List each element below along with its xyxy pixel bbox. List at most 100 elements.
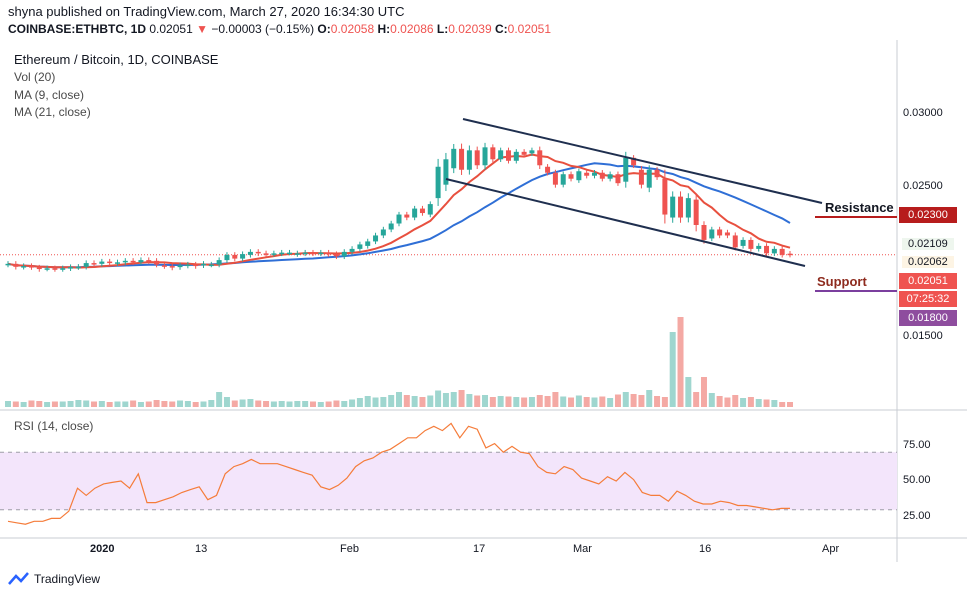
volume-bar	[59, 401, 66, 407]
volume-bar	[255, 400, 262, 407]
volume-bar	[98, 401, 105, 407]
ma21-line	[7, 162, 791, 269]
candle-body	[271, 253, 277, 255]
candle-body	[764, 245, 770, 254]
volume-bar	[693, 392, 700, 407]
volume-bar	[286, 401, 293, 407]
candle-body	[255, 251, 261, 254]
candle-body	[380, 229, 386, 236]
tradingview-logo-icon	[8, 572, 29, 585]
candle-body	[365, 241, 371, 246]
close-value: 0.02051	[507, 22, 552, 36]
support-price-label: 0.01800	[899, 310, 957, 326]
resistance-annotation: Resistance	[825, 200, 894, 215]
candle-body	[717, 229, 723, 236]
footer-brand[interactable]: TradingView	[8, 572, 100, 586]
volume-bar	[560, 396, 567, 407]
candle-body	[576, 171, 582, 181]
volume-bar	[177, 400, 184, 407]
candle-body	[474, 150, 480, 166]
rsi-tick: 50.00	[903, 474, 931, 486]
volume-bar	[614, 394, 621, 407]
volume-bar	[568, 397, 575, 407]
volume-bar	[83, 400, 90, 407]
down-arrow-icon: ▼	[196, 22, 208, 36]
candle-body	[631, 157, 637, 166]
volume-bar	[12, 401, 19, 407]
price-tick: 0.01500	[903, 330, 943, 342]
volume-bar	[349, 399, 356, 407]
candle-body	[646, 169, 652, 188]
candle-body	[638, 169, 644, 185]
volume-bar	[247, 399, 254, 407]
rsi-band	[0, 452, 897, 510]
candle-body	[28, 266, 34, 268]
candle-body	[294, 253, 300, 255]
volume-bar	[200, 401, 207, 407]
volume-bar	[763, 399, 770, 407]
volume-bar	[380, 397, 387, 407]
volume-bar	[28, 400, 35, 407]
volume-bar	[208, 400, 215, 407]
legend-ma21[interactable]: MA (21, close)	[14, 105, 91, 119]
candle-body	[740, 239, 746, 246]
candle-body	[505, 150, 511, 161]
time-tick: 17	[473, 543, 486, 555]
volume-bar	[302, 401, 309, 407]
ohlc-bar: COINBASE:ETHBTC, 1D 0.02051 ▼ −0.00003 (…	[8, 22, 551, 36]
candle-body	[779, 248, 785, 255]
volume-bar	[239, 399, 246, 407]
volume-bar	[223, 397, 230, 407]
candle-body	[435, 166, 441, 199]
volume-bar	[489, 397, 496, 407]
support-annotation: Support	[817, 274, 867, 289]
candle-body	[545, 166, 551, 173]
candle-body	[5, 263, 11, 266]
candle-body	[21, 266, 27, 268]
volume-bar	[497, 396, 504, 407]
candle-body	[279, 252, 285, 255]
volume-bar	[372, 397, 379, 407]
time-tick: Mar	[573, 543, 592, 555]
legend-rsi[interactable]: RSI (14, close)	[14, 419, 94, 433]
last-price-label: 0.02051	[899, 273, 957, 289]
volume-bar	[583, 397, 590, 407]
candle-body	[693, 199, 699, 225]
candle-body	[185, 264, 191, 267]
candle-body	[146, 260, 152, 262]
resistance-price-label: 0.02300	[899, 207, 957, 223]
open-value: 0.02058	[330, 22, 375, 36]
volume-bar	[755, 399, 762, 407]
volume-bar	[513, 397, 520, 407]
candle-body	[443, 159, 449, 185]
time-tick: 2020	[90, 543, 115, 555]
candle-body	[396, 214, 402, 224]
volume-bar	[677, 317, 684, 407]
volume-bar	[356, 398, 363, 407]
rsi-tick: 25.00	[903, 510, 931, 522]
candle-body	[138, 260, 144, 263]
volume-bar	[364, 396, 371, 407]
candle-body	[333, 254, 339, 257]
volume-bar	[622, 392, 629, 407]
volume-bar	[450, 392, 457, 407]
candle-body	[552, 172, 558, 185]
time-tick: Apr	[822, 543, 840, 555]
close-label: C:	[494, 22, 508, 36]
candle-body	[177, 265, 183, 268]
candle-body	[482, 147, 488, 166]
candle-body	[357, 244, 363, 249]
volume-bar	[544, 396, 551, 407]
low-value: 0.02039	[448, 22, 492, 36]
candle-body	[662, 178, 668, 215]
brand-name: TradingView	[34, 572, 101, 586]
candle-body	[247, 251, 253, 255]
legend-ma9[interactable]: MA (9, close)	[14, 88, 85, 102]
legend-volume[interactable]: Vol (20)	[14, 70, 56, 84]
volume-bar	[309, 401, 316, 407]
volume-bar	[75, 400, 82, 407]
volume-bar	[145, 401, 152, 407]
candle-body	[404, 214, 410, 218]
volume-bar	[122, 401, 129, 407]
